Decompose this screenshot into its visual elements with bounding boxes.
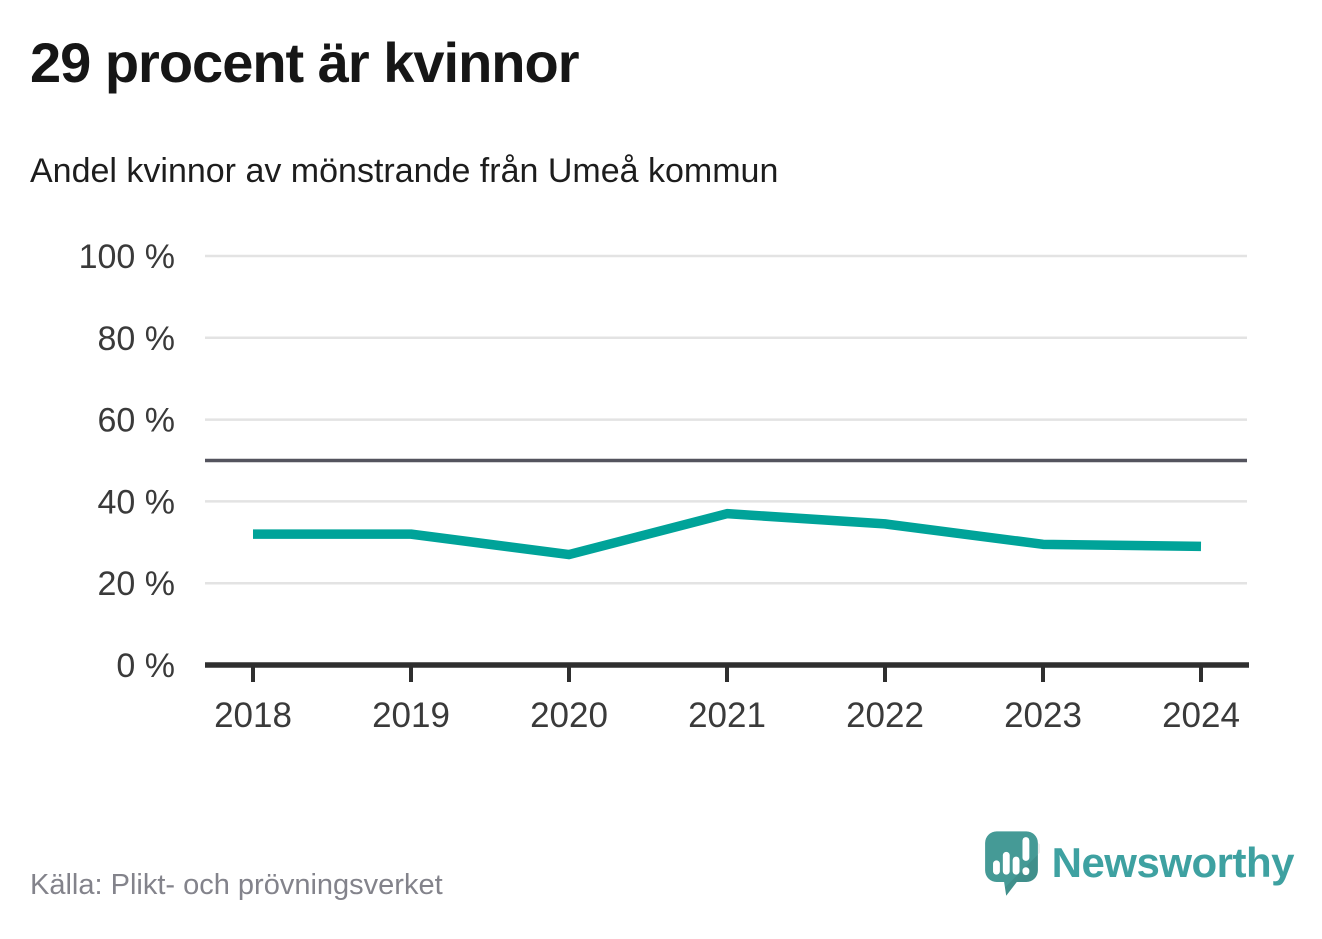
- y-tick-label: 60 %: [98, 402, 176, 440]
- y-tick-label: 80 %: [98, 320, 176, 358]
- chart-footer: Källa: Plikt- och prövningsverket Newswo…: [0, 829, 1322, 919]
- y-tick-label: 100 %: [79, 238, 175, 276]
- x-tick-label: 2019: [372, 696, 450, 735]
- newsworthy-brand: Newsworthy: [983, 829, 1295, 897]
- source-note: Källa: Plikt- och prövningsverket: [30, 869, 443, 901]
- data-line-andel-kvinnor: [253, 508, 1202, 560]
- x-tick-label: 2022: [846, 696, 924, 735]
- line-chart-plot-area: 0 % 20 % 40 % 60 % 80 % 100 % 2018 2019 2020 2021…: [79, 238, 1249, 735]
- x-tick-label: 2021: [688, 696, 766, 735]
- y-tick-label: 20 %: [98, 565, 176, 603]
- chart-subtitle: Andel kvinnor av mönstrande från Umeå ko…: [30, 152, 779, 190]
- y-tick-label: 0 %: [116, 647, 175, 685]
- chart-title: 29 procent är kvinnor: [30, 31, 580, 94]
- x-tick-label: 2024: [1162, 696, 1240, 735]
- x-tick-label: 2018: [214, 696, 292, 735]
- newsworthy-brand-name: Newsworthy: [1051, 839, 1295, 886]
- y-tick-label: 40 %: [98, 483, 176, 521]
- x-tick-label: 2020: [530, 696, 608, 735]
- x-tick-label: 2023: [1004, 696, 1082, 735]
- newsworthy-speech-bubble-bar-chart-icon: [984, 831, 1040, 896]
